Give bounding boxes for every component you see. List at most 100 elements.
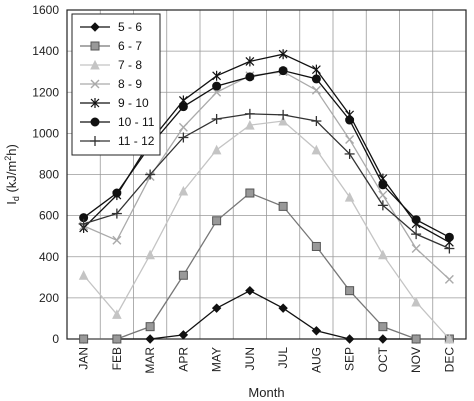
y-tick-label: 400 [39,250,59,264]
data-point [311,64,321,75]
data-point [79,334,89,344]
data-point [145,322,155,332]
data-point [90,79,100,89]
series-11-12 [78,108,455,254]
x-axis-title: Month [248,385,284,400]
legend-item: 10 - 11 [80,115,155,129]
y-axis-title-main: I [4,201,19,205]
data-point [245,72,255,82]
data-point [278,49,288,60]
data-point [411,244,421,254]
data-point [378,190,388,200]
data-point [344,148,355,159]
data-point [211,144,222,155]
data-point [411,334,421,344]
legend-item: 6 - 7 [80,39,142,53]
data-point [278,109,289,120]
data-point [112,334,122,344]
data-point [345,135,355,145]
y-tick-label: 0 [52,332,59,346]
x-tick-label: JAN [77,347,91,370]
y-tick-label: 800 [39,168,59,182]
data-point [244,108,255,119]
data-point [112,188,122,198]
y-axis-title-end: h) [4,144,19,156]
data-point [411,229,422,240]
data-point [212,216,222,226]
data-point [345,286,355,296]
legend: 5 - 6 6 - 7 7 - 8 8 - 9 9 - 10 10 - 11 11 - 12 [71,13,161,156]
data-point [211,113,222,124]
legend-label: 5 - 6 [118,20,142,34]
data-point [145,249,155,260]
x-tick-label: JUL [276,347,290,369]
y-tick-label: 1400 [32,44,59,58]
data-point [377,200,388,211]
x-tick-label: APR [176,347,190,372]
data-point [111,208,122,219]
legend-label: 7 - 8 [118,58,142,72]
data-point [378,249,388,260]
data-point [411,296,421,307]
legend-item: 9 - 10 [80,96,149,110]
legend-label: 11 - 12 [118,134,155,148]
data-point [211,303,222,313]
data-point [212,81,222,91]
data-point [245,56,255,67]
x-tick-label: FEB [110,347,124,370]
data-point [78,218,89,229]
series-7-8 [78,115,455,344]
data-point [112,235,122,245]
legend-item: 11 - 12 [80,134,155,148]
data-point [90,59,100,70]
y-tick-label: 200 [39,291,59,305]
data-point [178,330,189,340]
data-point [278,201,288,211]
x-tick-label: AUG [309,347,323,373]
data-point [311,85,321,95]
data-point [245,188,255,198]
x-tick-label: OCT [376,346,390,372]
y-axis-title-sup: 2 [3,156,13,161]
tick-labels: 0 200 400 600 800 1000 1200 1400 1600 JAN FEB MAR AP… [32,3,456,374]
y-tick-label: 600 [39,209,59,223]
data-point [344,192,355,202]
series-6-7 [79,188,454,344]
data-point [444,274,454,284]
data-point [378,322,388,332]
legend-item: 7 - 8 [80,58,142,72]
data-point [278,66,288,76]
data-point [178,132,189,143]
data-point [212,70,222,81]
series-line [83,192,450,340]
legend-label: 8 - 9 [118,77,142,91]
data-point [245,120,255,130]
x-tick-label: MAR [143,347,157,374]
data-point [90,136,100,146]
data-point [245,285,255,296]
axes [66,9,467,340]
x-tick-label: JUN [243,347,257,370]
legend-label: 9 - 10 [118,96,149,110]
data-point [78,270,89,280]
data-point [444,232,454,242]
series-line [83,120,450,340]
data-point [378,180,388,190]
data-point [278,303,288,313]
data-point [145,334,155,344]
data-point [411,215,421,225]
data-point [178,185,189,196]
x-tick-label: NOV [409,347,423,373]
y-axis-title: Id (kJ/m2h) [3,144,21,205]
data-point [178,102,188,112]
data-point [311,241,321,251]
data-point [90,22,100,32]
data-point [90,98,100,108]
data-point [178,270,188,280]
data-point [311,326,322,336]
legend-label: 6 - 7 [118,39,142,53]
data-point [311,144,322,155]
data-point [378,334,388,344]
plot-area-border [66,9,467,340]
